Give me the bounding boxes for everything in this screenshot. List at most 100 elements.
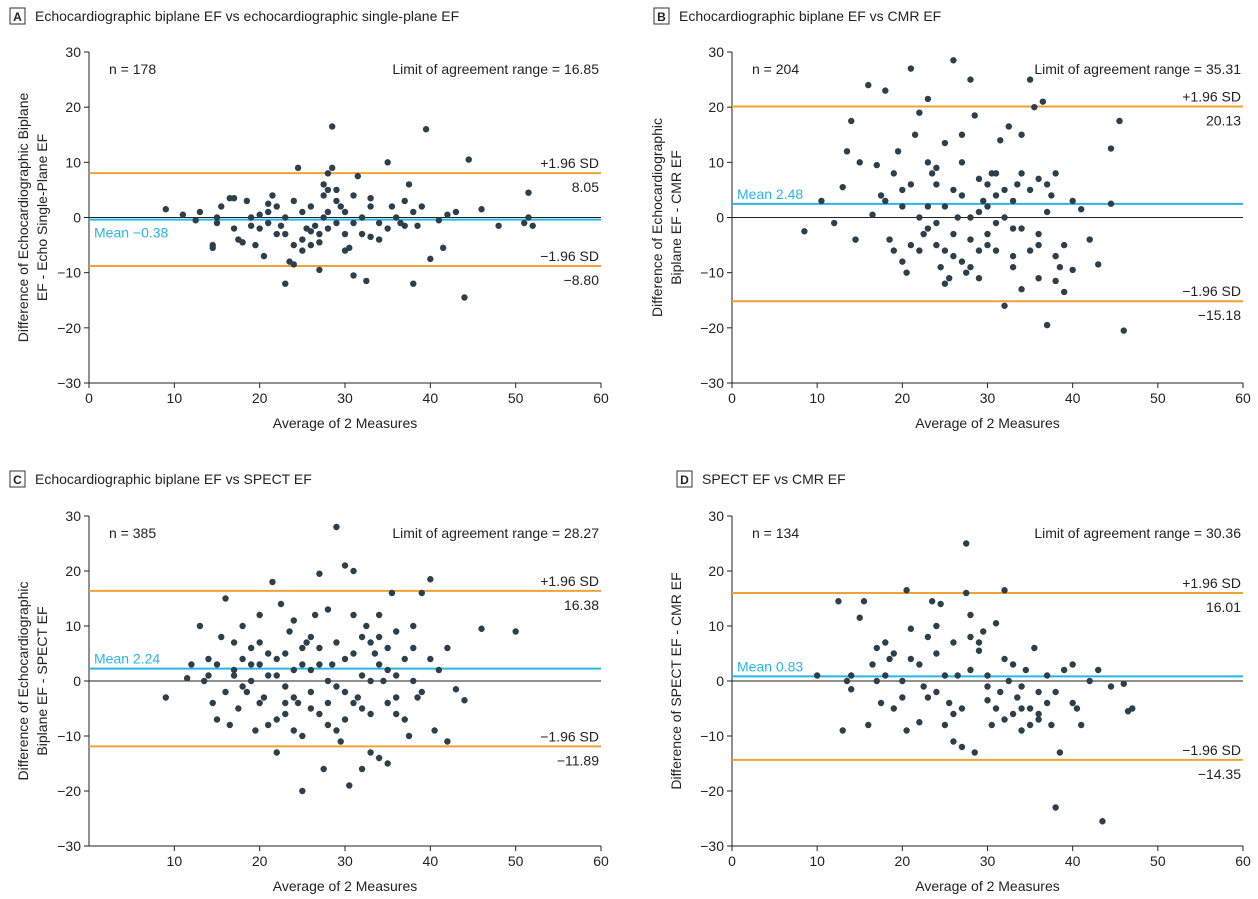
data-point	[375, 633, 383, 641]
loa-label: Limit of agreement range = 35.31	[1034, 61, 1241, 77]
data-point	[890, 705, 898, 712]
data-point	[452, 686, 460, 693]
lower-sd-label: −1.96 SD	[1182, 283, 1241, 299]
chart-title: Echocardiographic biplane EF vs echocard…	[35, 8, 459, 24]
data-point	[427, 255, 434, 263]
data-point	[213, 661, 221, 668]
data-point	[282, 230, 289, 238]
data-point	[265, 672, 272, 679]
data-point	[265, 219, 272, 227]
data-point	[461, 697, 468, 704]
data-point	[183, 675, 191, 682]
data-point	[903, 727, 910, 734]
data-point	[209, 699, 216, 707]
n-label: n = 204	[752, 61, 799, 77]
data-point	[384, 225, 391, 232]
data-point	[856, 159, 863, 166]
data-point	[439, 244, 447, 252]
data-point	[307, 203, 315, 210]
data-point	[465, 156, 472, 163]
x-axis-label: Average of 2 Measures	[273, 415, 418, 431]
data-point	[924, 159, 932, 166]
data-point	[290, 666, 297, 674]
data-point	[911, 131, 919, 138]
data-point	[393, 694, 400, 701]
y-tick-label: −10	[700, 265, 724, 281]
data-point	[405, 732, 413, 740]
data-point	[393, 628, 400, 635]
data-point	[384, 159, 391, 166]
data-point	[341, 562, 349, 569]
data-point	[933, 164, 940, 172]
data-point	[818, 197, 825, 205]
loa-label: Limit of agreement range = 28.27	[392, 525, 599, 541]
data-point	[401, 655, 408, 663]
panel-d: D SPECT EF vs CMR EF −30 −20 −10 0 10 20 30 0 10 20…	[668, 470, 1251, 894]
data-point	[422, 126, 430, 133]
loa-label: Limit of agreement range = 30.36	[1034, 525, 1241, 541]
data-point	[269, 192, 276, 199]
data-point	[1107, 145, 1115, 152]
panel-letter: B	[657, 10, 666, 24]
data-point	[975, 274, 983, 282]
data-point	[1048, 721, 1055, 729]
data-point	[213, 716, 221, 723]
data-point	[243, 197, 251, 205]
y-tick-label: −30	[700, 838, 724, 854]
data-point	[1039, 98, 1047, 105]
data-point	[299, 732, 306, 740]
data-point	[924, 633, 932, 641]
data-point	[299, 644, 306, 652]
data-point	[975, 647, 983, 654]
upper-sd-label: +1.96 SD	[1182, 575, 1241, 591]
data-point	[478, 206, 485, 213]
data-point	[1009, 661, 1017, 668]
data-point	[521, 219, 528, 227]
data-point	[525, 189, 532, 196]
data-point	[329, 164, 336, 172]
data-point	[950, 738, 957, 745]
data-point	[1095, 666, 1102, 674]
y-tick-label: −30	[57, 838, 81, 854]
data-point	[1031, 103, 1038, 111]
data-point	[265, 650, 272, 657]
data-point	[933, 650, 940, 657]
y-tick-label: −10	[700, 728, 724, 744]
data-point	[367, 639, 374, 646]
data-point	[1005, 123, 1012, 130]
data-point	[916, 719, 923, 726]
data-point	[899, 203, 906, 210]
data-point	[324, 225, 332, 232]
data-point	[843, 148, 851, 155]
data-point	[346, 782, 353, 789]
panel-letter: D	[680, 473, 689, 487]
x-tick-label: 60	[1235, 853, 1251, 869]
data-point	[967, 666, 974, 674]
data-point	[1031, 644, 1038, 652]
data-point	[916, 661, 923, 668]
data-point	[230, 672, 238, 679]
data-point	[1035, 688, 1042, 696]
data-point	[924, 95, 932, 103]
data-point	[201, 677, 208, 685]
data-point	[941, 247, 949, 254]
data-point	[311, 222, 319, 229]
y-tick-label: −30	[700, 375, 724, 391]
data-point	[307, 666, 315, 674]
data-point	[341, 688, 349, 696]
data-point	[813, 672, 821, 679]
data-point	[162, 206, 169, 213]
data-point	[256, 639, 263, 646]
data-point	[247, 222, 255, 229]
y-axis-label: Difference of Echocardiographic	[649, 118, 665, 317]
data-point	[213, 219, 221, 227]
data-point	[882, 639, 889, 646]
data-point	[230, 194, 238, 202]
data-point	[380, 677, 387, 685]
panel-letter-badge	[9, 7, 26, 25]
y-tick-label: 0	[716, 673, 724, 689]
data-point	[290, 727, 297, 734]
data-point	[444, 644, 451, 652]
lower-value-label: −11.89	[557, 752, 599, 768]
data-point	[265, 208, 272, 216]
